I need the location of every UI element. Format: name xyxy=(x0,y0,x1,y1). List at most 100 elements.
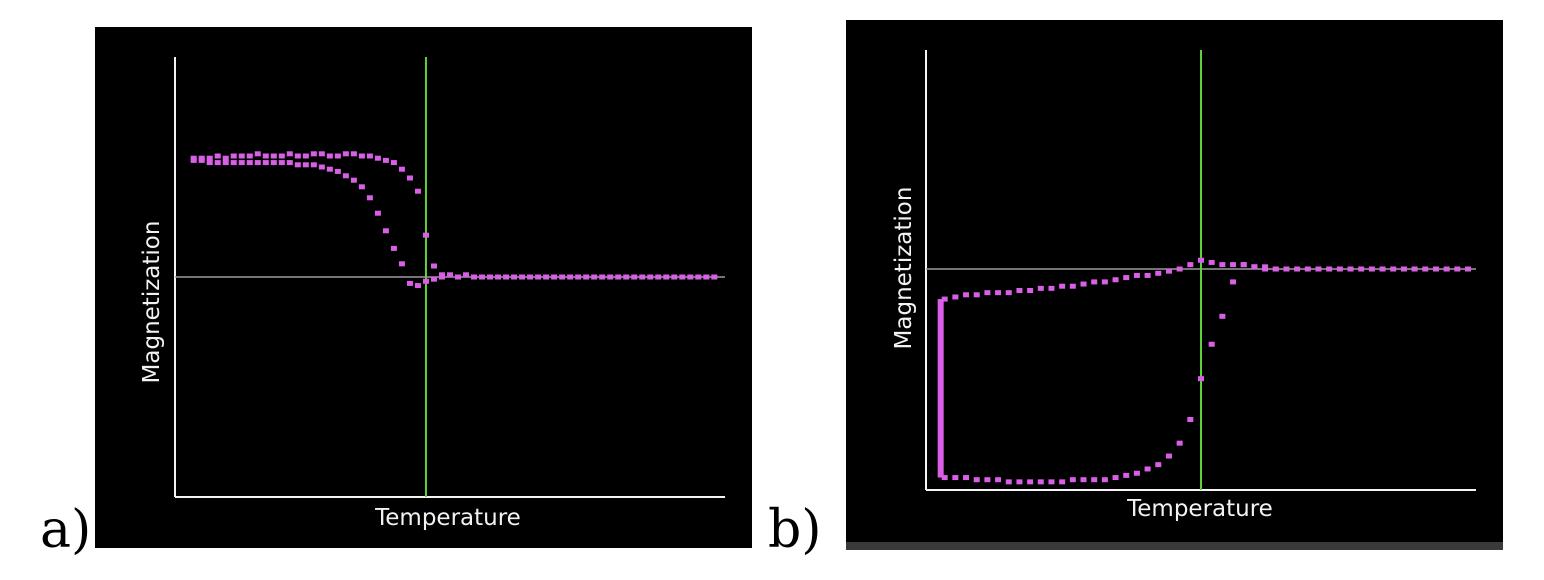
data-point xyxy=(206,155,213,161)
data-point xyxy=(647,274,654,280)
data-point xyxy=(1123,275,1130,281)
data-point xyxy=(1016,479,1023,485)
data-point xyxy=(278,153,285,159)
data-point xyxy=(1069,283,1076,289)
data-point xyxy=(1336,266,1343,272)
data-point xyxy=(1069,477,1076,483)
data-point xyxy=(222,160,229,166)
data-point xyxy=(246,153,253,159)
data-point xyxy=(1005,290,1012,296)
data-point xyxy=(270,153,277,159)
data-point xyxy=(1037,285,1044,291)
data-point xyxy=(414,283,421,289)
data-point xyxy=(334,153,341,159)
data-point xyxy=(358,184,365,190)
data-point xyxy=(1048,285,1055,291)
data-point xyxy=(535,274,542,280)
data-point xyxy=(1454,266,1461,272)
data-point xyxy=(703,274,710,280)
data-point xyxy=(519,274,526,280)
panel-label-b: b) xyxy=(768,500,822,560)
plot-b: Temperature Magnetization xyxy=(846,20,1503,542)
data-point xyxy=(511,274,518,280)
data-point xyxy=(447,272,453,278)
data-point xyxy=(398,166,405,172)
data-point xyxy=(1219,262,1226,268)
data-point xyxy=(1379,266,1386,272)
data-point xyxy=(1315,266,1322,272)
data-point xyxy=(679,274,686,280)
plot-a-svg: Temperature Magnetization xyxy=(139,57,725,531)
data-point xyxy=(270,160,277,166)
data-point xyxy=(406,280,413,286)
data-point xyxy=(262,153,269,159)
data-point xyxy=(941,296,948,302)
data-point xyxy=(1027,479,1034,485)
data-point xyxy=(1005,479,1012,485)
data-point xyxy=(567,274,574,280)
data-point xyxy=(695,274,702,280)
data-point xyxy=(1272,266,1279,272)
data-point xyxy=(1155,462,1162,468)
data-point xyxy=(995,290,1002,296)
data-point xyxy=(1411,266,1418,272)
data-point xyxy=(1123,472,1130,478)
data-point xyxy=(615,274,622,280)
data-point xyxy=(543,274,550,280)
data-point xyxy=(1219,313,1226,319)
data-point xyxy=(1101,279,1108,285)
data-point xyxy=(382,228,389,234)
data-point xyxy=(1155,270,1162,276)
data-point xyxy=(1059,283,1066,289)
data-point xyxy=(1390,266,1397,272)
series-1 xyxy=(190,157,718,289)
data-point xyxy=(358,153,365,159)
data-point xyxy=(984,477,991,483)
data-point xyxy=(984,290,991,296)
data-point xyxy=(302,153,309,159)
data-point xyxy=(334,168,341,174)
data-point xyxy=(941,475,948,481)
data-point xyxy=(995,477,1002,483)
data-point xyxy=(1016,288,1023,293)
data-point xyxy=(487,274,494,280)
series-0 xyxy=(190,151,445,280)
data-point xyxy=(963,475,970,481)
data-point xyxy=(1358,266,1365,272)
data-point xyxy=(1091,477,1098,483)
data-point xyxy=(286,151,293,157)
data-point xyxy=(350,177,357,183)
data-point xyxy=(382,157,389,163)
plot-layer xyxy=(925,50,1476,491)
y-axis-title: Magnetization xyxy=(891,187,917,350)
data-point xyxy=(238,160,245,166)
data-point xyxy=(190,157,197,163)
x-axis-title: Temperature xyxy=(374,505,521,531)
data-point xyxy=(1048,479,1055,485)
data-point xyxy=(1304,266,1311,272)
data-point xyxy=(963,292,970,298)
data-point xyxy=(631,274,638,280)
series-0 xyxy=(941,257,1471,302)
data-point xyxy=(1208,259,1215,265)
data-point xyxy=(294,153,301,159)
data-point xyxy=(663,274,670,280)
data-point xyxy=(262,160,269,166)
data-point xyxy=(294,162,301,168)
data-point xyxy=(302,162,309,168)
data-point xyxy=(1262,266,1269,272)
data-point xyxy=(246,160,253,166)
data-point xyxy=(1326,266,1333,272)
data-point xyxy=(422,232,429,238)
data-point xyxy=(471,274,478,280)
data-point xyxy=(1080,477,1087,483)
data-point xyxy=(1101,477,1108,483)
plot-b-svg: Temperature Magnetization xyxy=(891,50,1476,522)
data-point xyxy=(390,160,397,166)
bottom-strip xyxy=(846,542,1503,550)
data-point xyxy=(350,151,357,157)
data-point xyxy=(326,153,333,159)
data-point xyxy=(374,155,381,161)
data-point xyxy=(398,261,405,267)
data-point xyxy=(711,274,718,280)
